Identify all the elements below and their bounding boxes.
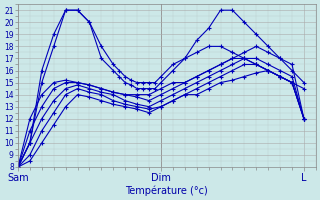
X-axis label: Température (°c): Température (°c) (125, 185, 208, 196)
